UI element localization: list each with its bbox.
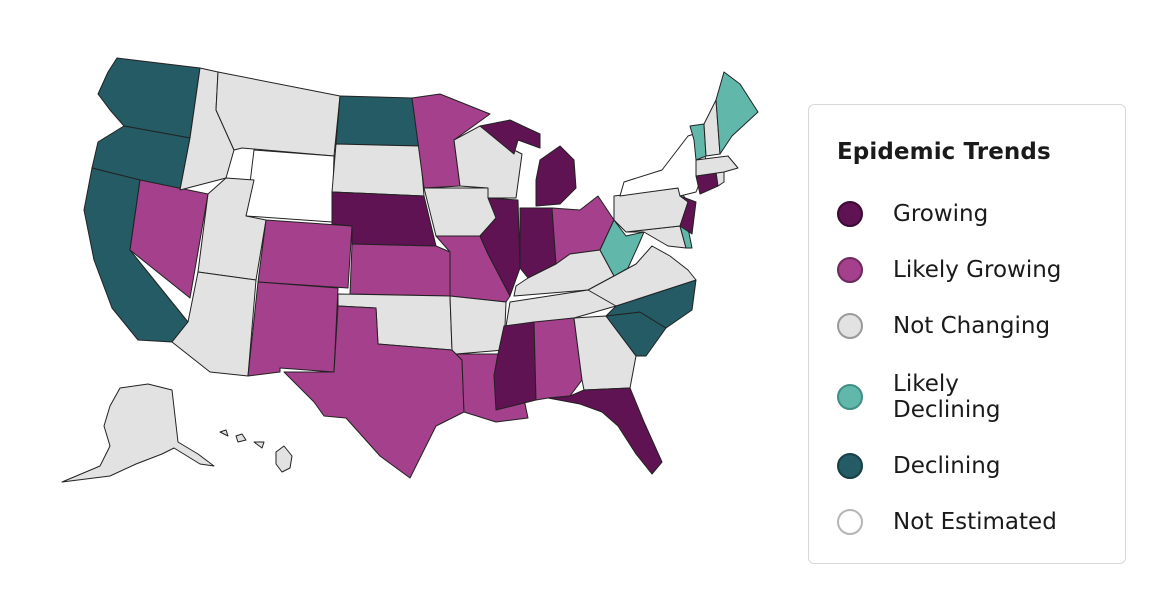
swatch-not-changing bbox=[837, 313, 863, 339]
state-hi bbox=[219, 429, 293, 473]
legend-label: Declining bbox=[893, 453, 1001, 479]
legend-title: Epidemic Trends bbox=[837, 139, 1051, 165]
legend: Epidemic Trends Growing Likely Growing N… bbox=[808, 104, 1126, 564]
legend-item-likely-growing: Likely Growing bbox=[837, 257, 1093, 283]
state-wa bbox=[97, 57, 201, 139]
state-nv bbox=[129, 179, 209, 299]
state-fl bbox=[547, 387, 663, 475]
state-al bbox=[533, 317, 583, 401]
swatch-growing bbox=[837, 201, 863, 227]
state-nj bbox=[679, 195, 697, 235]
state-me bbox=[715, 71, 759, 155]
legend-label: Not Estimated bbox=[893, 509, 1057, 535]
state-ia bbox=[423, 187, 497, 237]
state-nm bbox=[247, 281, 339, 377]
swatch-likely-declining bbox=[837, 384, 863, 410]
state-ar bbox=[449, 295, 507, 355]
legend-label: Not Changing bbox=[893, 313, 1051, 339]
legend-item-declining: Declining bbox=[837, 453, 1093, 479]
legend-label: Likely Growing bbox=[893, 257, 1062, 283]
state-vt bbox=[689, 123, 707, 161]
swatch-declining bbox=[837, 453, 863, 479]
state-mt bbox=[215, 71, 341, 157]
swatch-likely-growing bbox=[837, 257, 863, 283]
legend-item-not-changing: Not Changing bbox=[837, 313, 1093, 339]
state-wy bbox=[245, 149, 335, 223]
state-ma bbox=[695, 155, 739, 177]
state-ak bbox=[61, 383, 215, 483]
state-nd bbox=[335, 95, 421, 147]
state-sd bbox=[331, 143, 425, 197]
state-tx bbox=[283, 305, 465, 479]
state-il bbox=[479, 197, 521, 297]
state-ri bbox=[715, 171, 725, 187]
legend-label: Growing bbox=[893, 201, 989, 227]
legend-item-not-estimated: Not Estimated bbox=[837, 509, 1093, 535]
state-mi bbox=[479, 119, 577, 207]
legend-label: Likely Declining bbox=[893, 371, 1001, 423]
state-ks bbox=[349, 243, 451, 297]
state-az bbox=[171, 271, 257, 377]
swatch-not-estimated bbox=[837, 509, 863, 535]
legend-item-likely-declining: Likely Declining bbox=[837, 371, 1013, 423]
us-states-map bbox=[61, 57, 759, 483]
legend-item-growing: Growing bbox=[837, 201, 1093, 227]
state-co bbox=[257, 219, 353, 289]
